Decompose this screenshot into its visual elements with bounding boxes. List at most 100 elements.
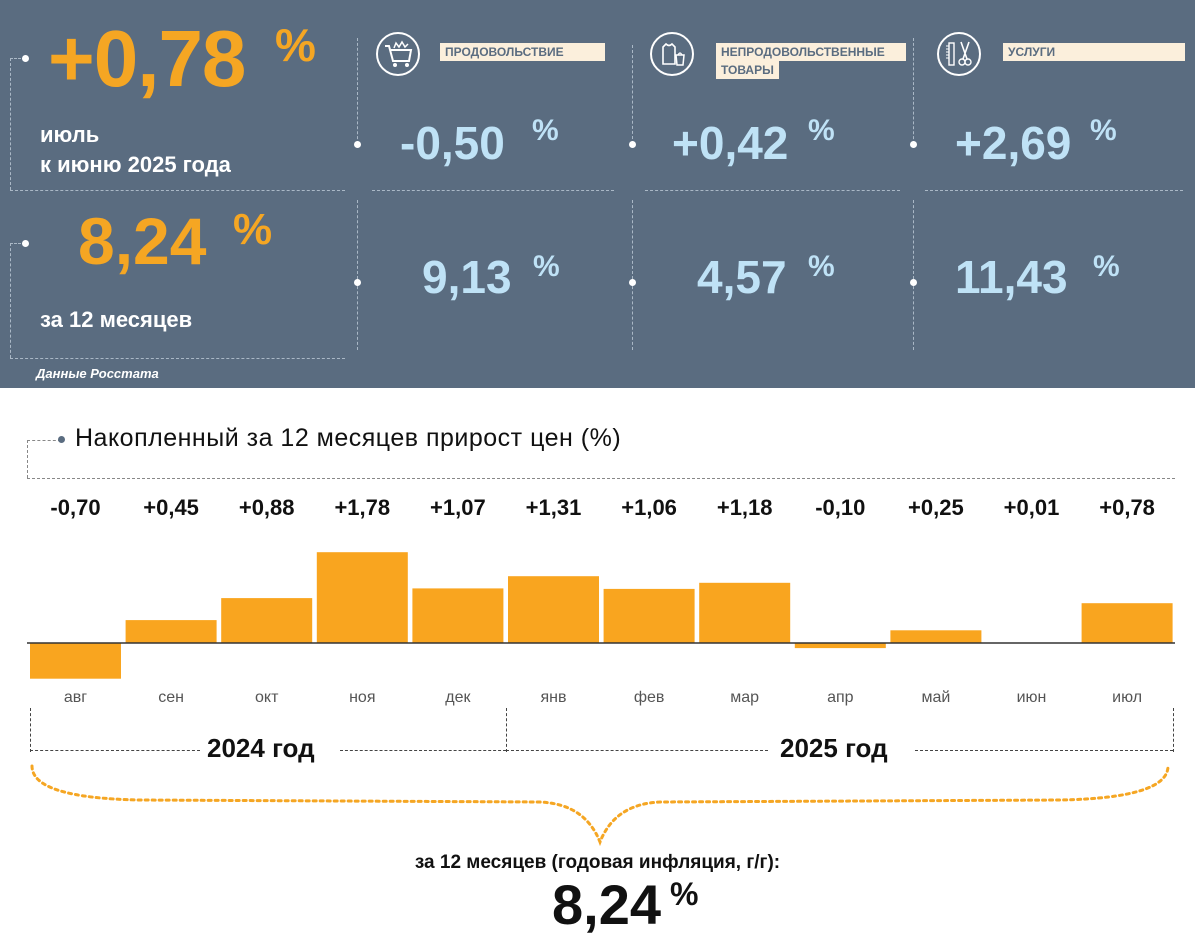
bullet-dot	[910, 279, 917, 286]
value-label-июл: +0,78	[1099, 495, 1155, 520]
divider-line	[645, 190, 900, 191]
yoy-value: 8,24	[78, 204, 207, 278]
category-label-services: УСЛУГИ	[1003, 43, 1185, 61]
year-label-2024: 2024 год	[207, 733, 315, 763]
shopping-cart-icon	[376, 32, 420, 76]
bar-дек	[412, 588, 504, 643]
mom-unit: %	[275, 19, 316, 71]
year-line	[506, 750, 768, 751]
food-yoy-unit: %	[533, 250, 560, 283]
value-label-янв: +1,31	[525, 495, 582, 520]
summary-label: за 12 месяцев (годовая инфляция, г/г):	[414, 852, 781, 873]
value-label-апр: -0,10	[815, 495, 866, 520]
services-mom-unit: %	[1090, 114, 1117, 147]
divider-line	[372, 190, 614, 191]
bar-мар	[699, 582, 791, 643]
services-mom-value: +2,69	[955, 117, 1072, 169]
bar-сен	[125, 620, 217, 643]
category-label-nonfood: НЕПРОДОВОЛЬСТВЕННЫЕ	[716, 43, 906, 61]
month-label-фев: фев	[633, 689, 665, 706]
services-yoy-unit: %	[1093, 250, 1120, 283]
value-label-дек: +1,07	[430, 495, 486, 520]
food-yoy-value: 9,13	[422, 251, 512, 303]
food-mom-value: -0,50	[400, 117, 505, 169]
bar-ноя	[316, 552, 408, 643]
bullet-dot	[629, 141, 636, 148]
category-label-food: ПРОДОВОЛЬСТВИЕ	[440, 43, 605, 61]
category-label-nonfood-line1: НЕПРОДОВОЛЬСТВЕННЫЕ	[721, 45, 885, 59]
connector-line	[10, 58, 25, 59]
value-label-ноя: +1,78	[334, 495, 391, 520]
mom-label-month: июль	[40, 122, 100, 147]
month-label-июл: июл	[1112, 689, 1143, 706]
bar-окт	[221, 598, 313, 643]
nonfood-yoy-value: 4,57	[697, 251, 787, 303]
mom-value: +0,78	[48, 14, 246, 103]
year-label-2025: 2025 год	[780, 733, 888, 763]
summary-panel: +0,78 % июль к июню 2025 года 8,24 % за …	[0, 0, 1195, 388]
month-label-окт: окт	[254, 689, 279, 706]
summary-unit: %	[670, 876, 699, 912]
divider-line	[10, 358, 345, 359]
food-mom-unit: %	[532, 114, 559, 147]
curly-brace	[30, 764, 1170, 847]
summary-value: 8,24	[552, 873, 661, 936]
month-label-июн: июн	[1016, 689, 1047, 706]
chart-title: Накопленный за 12 месяцев прирост цен (%…	[75, 424, 622, 452]
title-connector	[27, 440, 28, 478]
year-line	[915, 750, 1173, 751]
year-bracket-left	[30, 708, 31, 752]
month-label-ноя: ноя	[349, 689, 376, 706]
month-label-мар: мар	[730, 689, 760, 706]
column-line	[632, 200, 633, 350]
year-line	[340, 750, 506, 751]
month-label-дек: дек	[445, 689, 471, 706]
bar-апр	[794, 643, 886, 649]
title-underline	[27, 478, 1175, 479]
nonfood-mom-value: +0,42	[672, 117, 789, 169]
value-label-фев: +1,06	[621, 495, 677, 520]
column-line	[632, 45, 633, 144]
bullet-dot	[354, 279, 361, 286]
clothing-icon	[650, 32, 694, 76]
connector-line	[10, 58, 11, 190]
column-line	[357, 38, 358, 144]
bar-фев	[603, 588, 695, 643]
month-label-май: май	[921, 689, 951, 706]
divider-line	[10, 190, 345, 191]
nonfood-mom-unit: %	[808, 114, 835, 147]
connector-line	[10, 243, 25, 244]
scissors-comb-icon	[937, 32, 981, 76]
bullet-dot	[910, 141, 917, 148]
source-note: Данные Росстата	[36, 366, 159, 381]
bar-chart	[27, 552, 1175, 679]
title-bullet	[58, 436, 65, 443]
bar-июл	[1081, 603, 1173, 643]
yoy-unit: %	[233, 205, 273, 254]
value-label-май: +0,25	[908, 495, 964, 520]
bullet-dot	[22, 55, 29, 62]
connector-line	[10, 243, 11, 358]
bar-май	[890, 630, 982, 644]
month-label-апр: апр	[827, 689, 854, 706]
year-bracket-right	[1173, 708, 1174, 752]
services-yoy-value: 11,43	[955, 251, 1068, 303]
value-label-окт: +0,88	[238, 495, 295, 520]
value-label-июн: +0,01	[1003, 495, 1060, 520]
bullet-dot	[22, 240, 29, 247]
category-label-nonfood-line2: ТОВАРЫ	[716, 61, 779, 79]
year-line	[30, 750, 200, 751]
month-label-сен: сен	[158, 689, 184, 706]
column-line	[913, 200, 914, 350]
month-label-янв: янв	[540, 689, 567, 706]
bullet-dot	[354, 141, 361, 148]
title-connector	[27, 440, 61, 441]
bullet-dot	[629, 279, 636, 286]
bar-янв	[508, 576, 599, 643]
nonfood-yoy-unit: %	[808, 250, 835, 283]
column-line	[913, 38, 914, 144]
month-label-авг: авг	[63, 689, 88, 706]
value-label-сен: +0,45	[143, 495, 199, 520]
value-label-мар: +1,18	[716, 495, 773, 520]
year-bracket-middle	[506, 708, 507, 752]
